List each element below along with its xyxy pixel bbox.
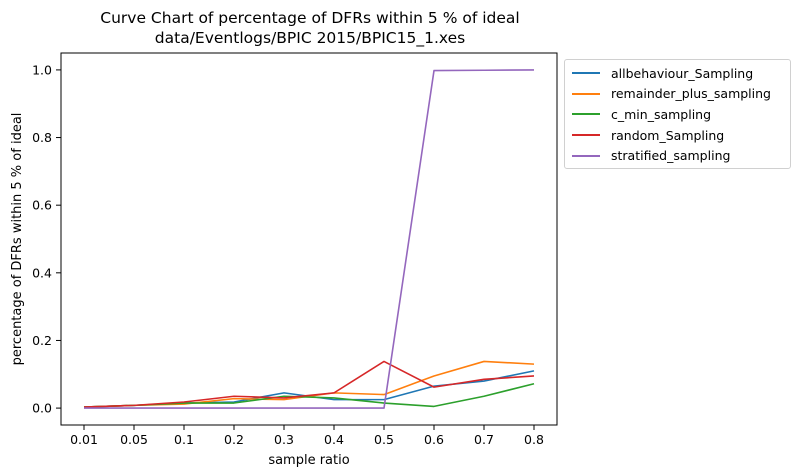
legend-item: c_min_sampling	[565, 104, 790, 125]
x-tick-label: 0.01	[70, 432, 98, 447]
y-axis-ticks: 0.0 0.2 0.4 0.6 0.8 1.0	[32, 62, 61, 416]
legend-item: stratified_sampling	[565, 145, 790, 166]
x-tick-label: 0.5	[374, 432, 394, 447]
legend-label: c_min_sampling	[611, 106, 712, 122]
chart-subtitle: data/Eventlogs/BPIC 2015/BPIC15_1.xes	[154, 29, 466, 47]
series-line-random-sampling	[83, 360, 535, 408]
y-tick-label: 1.0	[32, 62, 52, 77]
y-tick-label: 0.6	[32, 198, 52, 213]
y-tick-label: 0.2	[32, 333, 52, 348]
x-tick-label: 0.8	[524, 432, 544, 447]
x-tick-label: 0.1	[174, 432, 194, 447]
plot-frame	[60, 52, 558, 426]
x-tick-label: 0.3	[274, 432, 294, 447]
legend-swatch	[572, 92, 600, 95]
series-line-stratified-sampling	[84, 69, 535, 409]
legend-item: allbehaviour_Sampling	[565, 63, 790, 84]
legend-item: remainder_plus_sampling	[565, 84, 790, 105]
x-axis-ticks: 0.01 0.05 0.1 0.2 0.3 0.4 0.5 0.6 0.7 0.8	[70, 425, 544, 447]
chart-legend: allbehaviour_Sampling remainder_plus_samp…	[564, 59, 791, 169]
y-axis-label: percentage of DFRs within 5 % of ideal	[10, 113, 25, 366]
x-tick-label: 0.05	[120, 432, 148, 447]
y-tick-label: 0.0	[32, 401, 52, 416]
legend-swatch	[572, 113, 600, 116]
legend-label: random_Sampling	[611, 127, 725, 143]
legend-swatch	[572, 154, 600, 157]
series-line-allbehaviour-sampling	[83, 370, 535, 408]
x-tick-label: 0.7	[474, 432, 494, 447]
y-tick-label: 0.8	[32, 130, 52, 145]
x-axis-label: sample ratio	[268, 453, 349, 468]
legend-swatch	[572, 134, 600, 137]
legend-swatch	[572, 72, 600, 75]
legend-label: remainder_plus_sampling	[611, 86, 771, 102]
x-tick-label: 0.2	[224, 432, 244, 447]
plot-lines	[83, 69, 535, 409]
y-tick-label: 0.4	[32, 265, 52, 280]
legend-item: random_Sampling	[565, 125, 790, 146]
legend-label: allbehaviour_Sampling	[611, 65, 754, 81]
legend-label: stratified_sampling	[611, 148, 731, 164]
x-tick-label: 0.6	[424, 432, 444, 447]
chart-title: Curve Chart of percentage of DFRs within…	[100, 9, 520, 27]
x-tick-label: 0.4	[324, 432, 344, 447]
